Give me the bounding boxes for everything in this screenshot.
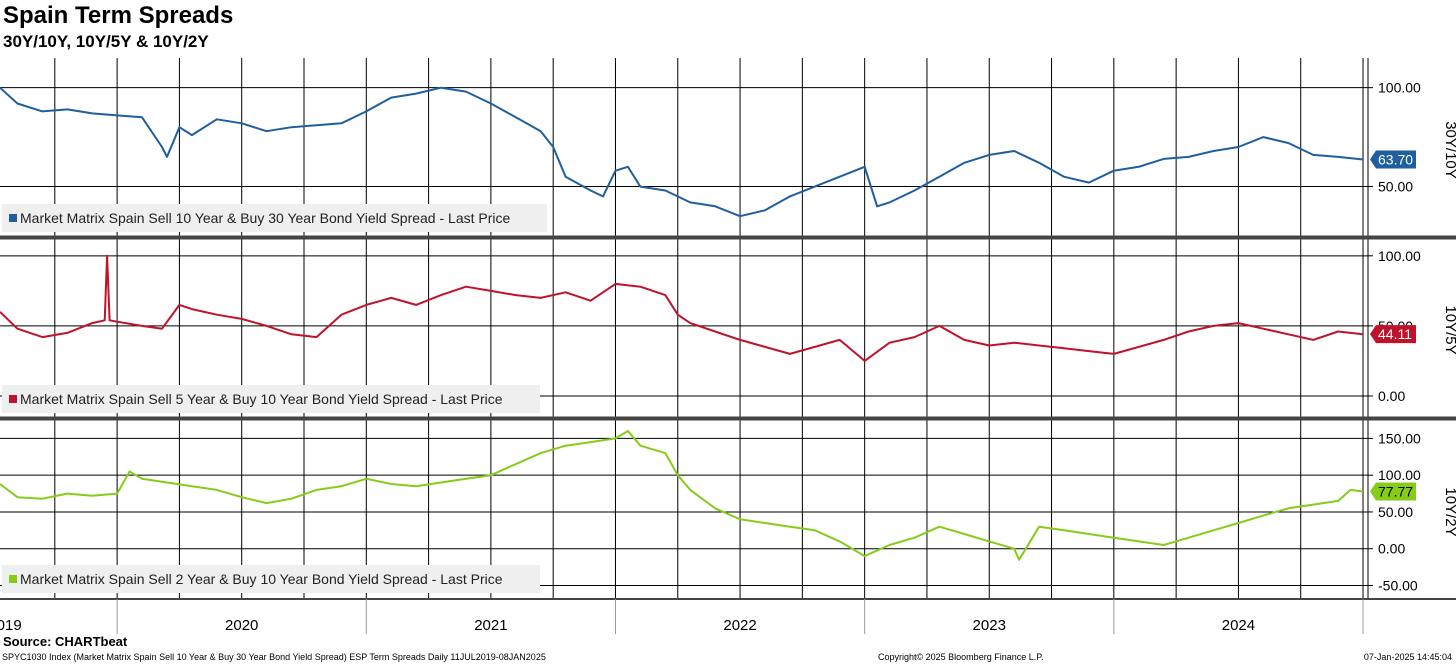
y-tick-label: 100.00: [1378, 248, 1421, 264]
y-tick-label: 100.00: [1378, 80, 1421, 96]
y-tick-label: 0.00: [1378, 541, 1405, 557]
y-tick-label: -50.00: [1378, 577, 1418, 593]
x-tick-label: 2021: [474, 617, 507, 634]
chart-title: Spain Term Spreads: [3, 2, 234, 29]
x-tick-label: 2019: [0, 617, 22, 634]
chart-subtitle: 30Y/10Y, 10Y/5Y & 10Y/2Y: [3, 32, 209, 51]
last-value-label: 77.77: [1378, 484, 1413, 500]
legend-box: [2, 385, 540, 413]
y-tick-label: 50.00: [1378, 179, 1413, 195]
y-tick-label: 0.00: [1378, 388, 1405, 404]
last-value-badge: [1370, 482, 1416, 501]
x-tick-label: 2024: [1222, 617, 1255, 634]
legend-box: [2, 204, 547, 232]
legend-swatch: [9, 214, 17, 222]
x-tick-label: 2023: [973, 617, 1006, 634]
last-value-badge: [1370, 150, 1416, 169]
series-line: [0, 86, 1364, 218]
panel-separator: [0, 235, 1456, 240]
panel-3: 150.00 100.00 50.00 0.00 -50.00 Market Matrix…: [0, 420, 1456, 598]
last-value-label: 44.11: [1378, 326, 1412, 342]
y-tick-label: 50.00: [1378, 504, 1413, 520]
series-line: [0, 430, 1364, 561]
legend-label: Market Matrix Spain Sell 2 Year & Buy 10…: [20, 571, 503, 587]
x-tick-label: 2020: [225, 617, 258, 634]
axis-label: 10Y/5Y: [1442, 305, 1456, 354]
y-tick-label: 150.00: [1378, 430, 1421, 446]
legend-swatch: [9, 395, 17, 403]
legend-label: Market Matrix Spain Sell 10 Year & Buy 3…: [20, 210, 511, 226]
source-label: Source: CHARTbeat: [3, 634, 128, 649]
last-value-label: 63.70: [1378, 151, 1413, 167]
series-line: [0, 254, 1364, 362]
footer-description: SPYC1030 Index (Market Matrix Spain Sell…: [2, 652, 546, 662]
footer-timestamp: 07-Jan-2025 14:45:04: [1363, 652, 1452, 662]
footer-copyright: Copyright© 2025 Bloomberg Finance L.P.: [878, 652, 1044, 662]
x-tick-label: 2022: [723, 617, 756, 634]
legend-box: [2, 565, 540, 593]
y-tick-label: 100.00: [1378, 467, 1421, 483]
legend-swatch: [9, 575, 17, 583]
panel-separator: [0, 416, 1456, 421]
axis-label: 30Y/10Y: [1442, 121, 1456, 179]
legend-label: Market Matrix Spain Sell 5 Year & Buy 10…: [20, 391, 503, 407]
term-spreads-chart: 100.00 50.00 Market Matrix Spain Sell 10 Y…: [0, 58, 1456, 634]
axis-label: 10Y/2Y: [1442, 487, 1456, 536]
last-value-badge: [1370, 325, 1416, 344]
panel-1: 100.00 50.00 Market Matrix Spain Sell 10 Y…: [0, 58, 1456, 236]
